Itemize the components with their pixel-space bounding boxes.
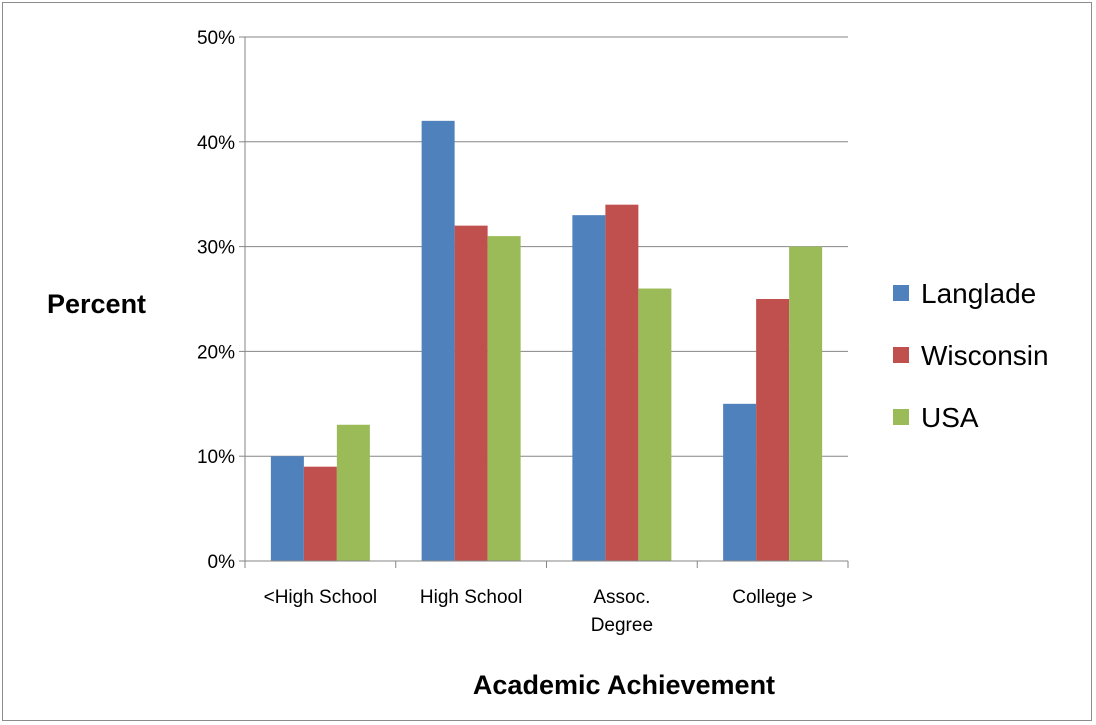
bar-usa [487,236,521,561]
x-axis-title: Academic Achievement [473,670,775,700]
bars [270,120,823,561]
legend-swatch-wisconsin [893,347,909,363]
axes [239,36,849,568]
bar-wisconsin [454,225,488,561]
bar-langlade [270,456,304,561]
x-tick-label: High School [420,587,522,608]
y-tick-label: 10% [197,447,235,468]
legend-label-usa: USA [921,402,979,433]
y-tick-label: 40% [197,133,235,154]
bar-usa [336,424,370,561]
bar-usa [638,288,672,561]
x-tick-label: College > [732,587,813,608]
y-tick-labels: 0% 10% 20% 30% 40% 50% [197,28,235,573]
bar-usa [789,246,823,561]
bar-wisconsin [303,466,337,561]
y-tick-label: 50% [197,28,235,49]
y-axis-title: Percent [47,289,146,319]
x-tick-label: <High School [264,587,378,608]
y-tick-label: 0% [208,552,236,573]
x-tick-labels: <High School High School Assoc. Degree Colle… [264,587,813,636]
bar-langlade [421,120,455,561]
legend-swatch-langlade [893,285,909,301]
legend: Langlade Wisconsin USA [893,278,1049,433]
legend-swatch-usa [893,409,909,425]
legend-label-langlade: Langlade [921,278,1036,309]
y-tick-label: 20% [197,342,235,363]
bar-langlade [572,215,606,561]
x-tick-label: Assoc. Degree [591,587,653,636]
bar-wisconsin [756,299,790,561]
legend-label-wisconsin: Wisconsin [921,340,1049,371]
bar-langlade [723,403,757,561]
y-tick-label: 30% [197,238,235,259]
bar-wisconsin [605,204,639,561]
